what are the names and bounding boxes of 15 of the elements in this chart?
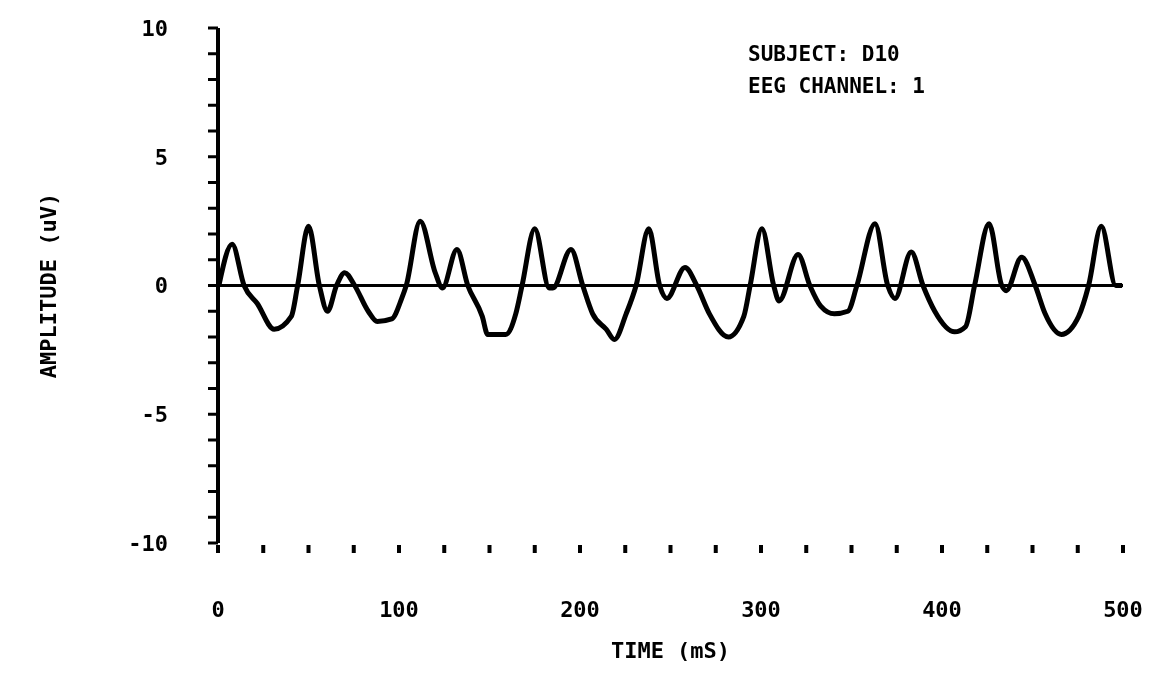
x-tick-label: 200 <box>560 597 600 622</box>
x-tick-label: 0 <box>211 597 225 622</box>
x-tick-label: 500 <box>1103 597 1143 622</box>
annotation: SUBJECT: D10 <box>748 41 901 68</box>
annotation: EEG CHANNEL: 1 <box>748 73 926 100</box>
y-tick-label: -10 <box>128 530 168 556</box>
y-tick-label: -5 <box>141 402 168 428</box>
y-tick-label: 10 <box>141 15 168 41</box>
x-tick-label: 400 <box>922 597 962 622</box>
x-tick-label: 300 <box>741 597 781 622</box>
x-tick-label: 100 <box>379 597 419 622</box>
y-axis-title: AMPLITUDE (uV) <box>35 192 61 379</box>
y-tick-label: 0 <box>154 273 168 299</box>
y-tick-label: 5 <box>154 144 168 170</box>
x-axis-title: TIME (mS) <box>610 638 731 663</box>
